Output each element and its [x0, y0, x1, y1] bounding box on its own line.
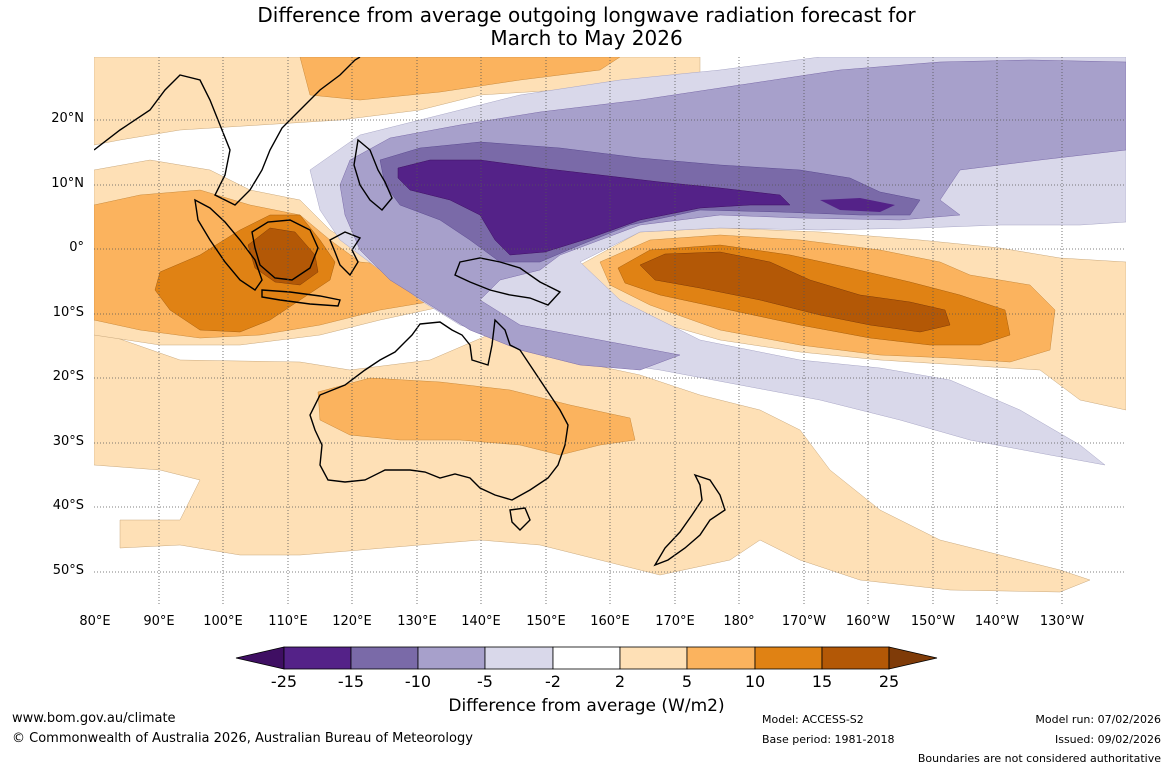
lon-label-130e: 130°E	[397, 614, 437, 629]
lat-label-20n: 20°N	[51, 111, 84, 126]
lon-label-140e: 140°E	[461, 614, 501, 629]
lat-label-20s: 20°S	[52, 369, 84, 384]
colorbar-segment-2	[350, 646, 419, 670]
lon-label-180: 180°	[723, 614, 755, 629]
colorbar-tick: -5	[477, 672, 493, 691]
lat-label-0: 0°	[69, 240, 84, 255]
lat-label-10n: 10°N	[51, 176, 84, 191]
java-coastline	[261, 289, 341, 307]
lon-label-130w: 130°W	[1039, 614, 1085, 629]
colorbar-segment-4	[484, 646, 554, 670]
coastlines	[94, 57, 726, 567]
title-line-2: March to May 2026	[490, 26, 683, 50]
issued-text: Issued: 09/02/2026	[1054, 733, 1161, 746]
lon-label-150e: 150°E	[526, 614, 566, 629]
australia-coastline	[309, 318, 569, 501]
lat-label-40s: 40°S	[52, 498, 84, 513]
lon-label-160e: 160°E	[590, 614, 630, 629]
colorbar-tick: 15	[811, 672, 833, 691]
lon-label-140w: 140°W	[974, 614, 1020, 629]
colorbar-tick: 5	[681, 672, 693, 691]
colorbar-segment-5	[552, 646, 621, 670]
anomaly-region-very-strong-negative	[397, 159, 791, 256]
colorbar-segment-3	[417, 646, 486, 670]
lat-label-50s: 50°S	[52, 563, 84, 578]
colorbar-segment-9	[821, 646, 890, 670]
philippines-coastline	[353, 138, 393, 211]
colorbar-tick: 2	[614, 672, 626, 691]
tasmania-coastline	[509, 507, 531, 531]
lon-label-150w: 150°W	[910, 614, 956, 629]
anomaly-region-moderate-negative	[339, 59, 1126, 371]
lon-label-120e: 120°E	[332, 614, 372, 629]
colorbar-tick: 10	[744, 672, 766, 691]
anomaly-region-very-strong-positive-pacific	[639, 251, 951, 333]
title-line-1: Difference from average outgoing longwav…	[257, 3, 916, 27]
lon-label-110e: 110°E	[268, 614, 308, 629]
colorbar-segment-above-max	[888, 646, 938, 670]
colorbar-segment-below-min	[235, 646, 285, 670]
website-link[interactable]: www.bom.gov.au/climate	[12, 711, 176, 726]
anomaly-region-very-strong-negative-small	[820, 198, 895, 212]
disclaimer-text: Boundaries are not considered authoritat…	[917, 752, 1161, 765]
map-title: Difference from average outgoing longwav…	[0, 4, 1173, 50]
colorbar-tick: 25	[878, 672, 900, 691]
colorbar-tick: -25	[270, 672, 298, 691]
lon-label-90e: 90°E	[143, 614, 175, 629]
new-guinea-coastline	[454, 257, 562, 306]
sumatra-coastline	[194, 198, 263, 291]
anomaly-region-moderate-positive-north	[299, 57, 621, 101]
asia-coastline	[94, 57, 361, 206]
graticule	[94, 57, 1126, 605]
anomaly-region-moderate-positive-australia	[317, 377, 636, 456]
lon-label-160w: 160°W	[845, 614, 891, 629]
anomaly-shading	[94, 57, 1126, 593]
lon-label-80e: 80°E	[79, 614, 111, 629]
lat-label-10s: 10°S	[52, 305, 84, 320]
sulawesi-coastline	[329, 231, 362, 277]
colorbar-segment-6	[619, 646, 688, 670]
colorbar-segment-8	[754, 646, 823, 670]
colorbar-tick: -10	[404, 672, 432, 691]
copyright-text: © Commonwealth of Australia 2026, Austra…	[12, 731, 473, 746]
model-run-text: Model run: 07/02/2026	[1035, 713, 1161, 726]
lon-label-170w: 170°W	[781, 614, 827, 629]
colorbar-title: Difference from average (W/m2)	[448, 696, 725, 716]
colorbar-segment-7	[686, 646, 756, 670]
base-period-text: Base period: 1981-2018	[762, 733, 895, 746]
borneo-coastline	[251, 219, 319, 281]
colorbar-tick: -15	[337, 672, 365, 691]
colorbar-tick: -2	[545, 672, 561, 691]
lon-label-170e: 170°E	[655, 614, 695, 629]
anomaly-region-very-strong-positive-west	[247, 227, 319, 286]
colorbar-segment-1	[283, 646, 352, 670]
lat-label-30s: 30°S	[52, 434, 84, 449]
lon-label-100e: 100°E	[203, 614, 243, 629]
model-text: Model: ACCESS-S2	[762, 713, 864, 726]
new-zealand-coastline	[653, 473, 726, 567]
colorbar	[235, 646, 938, 670]
